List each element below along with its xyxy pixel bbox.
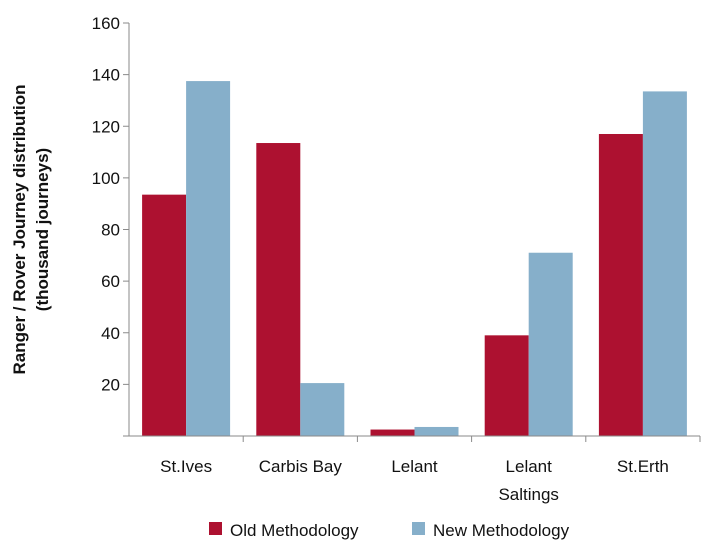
bar-new-methodology	[414, 426, 459, 436]
x-category-label: Lelant	[506, 457, 553, 476]
y-tick-label: 80	[101, 221, 120, 240]
y-tick-label: 60	[101, 272, 120, 291]
y-tick-label: 160	[92, 14, 120, 33]
bars	[142, 81, 687, 436]
y-tick-label: 40	[101, 324, 120, 343]
x-category-label: St.Ives	[160, 457, 212, 476]
bar-new-methodology	[186, 81, 231, 436]
y-tick-label: 140	[92, 66, 120, 85]
x-category-label: St.Erth	[617, 457, 669, 476]
legend-label: New Methodology	[433, 521, 570, 540]
x-category-label: Saltings	[498, 485, 558, 504]
x-category-label: Lelant	[391, 457, 438, 476]
legend: Old Methodology New Methodology	[209, 521, 570, 540]
bar-new-methodology	[528, 252, 573, 436]
bar-old-methodology	[598, 133, 643, 436]
bar-old-methodology	[256, 143, 301, 436]
bar-old-methodology	[370, 429, 415, 436]
bar-old-methodology	[142, 194, 187, 436]
y-axis-title-line: Ranger / Rover Journey distribution	[10, 85, 29, 375]
legend-label: Old Methodology	[230, 521, 359, 540]
bar-new-methodology	[300, 383, 345, 436]
y-axis-title-line: (thousand journeys)	[33, 148, 52, 311]
y-axis-ticks: 20 40 60 80 100 120 140 160	[92, 14, 129, 394]
bar-old-methodology	[484, 335, 529, 436]
legend-swatch	[209, 522, 222, 535]
y-tick-label: 100	[92, 169, 120, 188]
bar-new-methodology	[642, 91, 687, 436]
legend-swatch	[412, 522, 425, 535]
y-tick-label: 120	[92, 117, 120, 136]
x-category-label: Carbis Bay	[259, 457, 343, 476]
y-axis-title: Ranger / Rover Journey distribution (thou…	[10, 85, 52, 375]
x-axis-labels: St.Ives Carbis Bay Lelant Lelant Saltings St.…	[160, 457, 669, 504]
y-tick-label: 20	[101, 375, 120, 394]
axes	[123, 23, 701, 442]
